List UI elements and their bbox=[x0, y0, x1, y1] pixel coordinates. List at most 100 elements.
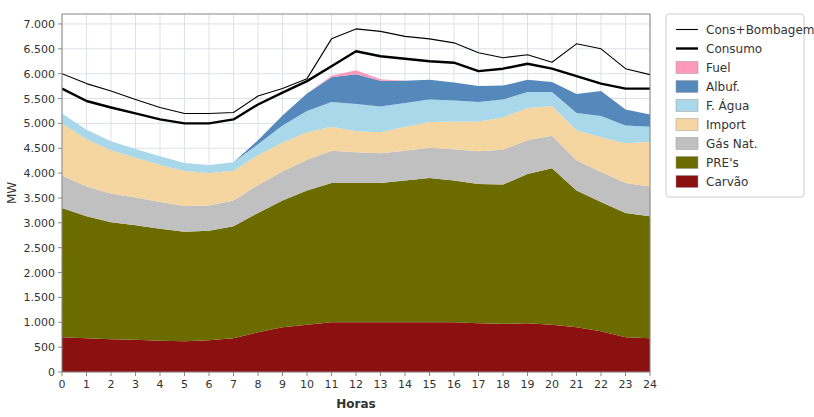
tick-y bbox=[58, 173, 62, 174]
tick-x bbox=[576, 372, 577, 376]
grid bbox=[62, 14, 650, 372]
tick-label-x: 5 bbox=[181, 378, 188, 391]
plot-data bbox=[62, 29, 650, 372]
tick-label-y: 4.000 bbox=[24, 167, 56, 180]
tick-label-y: 500 bbox=[34, 341, 55, 354]
tick-x bbox=[282, 372, 283, 376]
tick-label-y: 2.000 bbox=[24, 267, 56, 280]
tick-x bbox=[331, 372, 332, 376]
tick-y bbox=[58, 272, 62, 273]
legend-swatch bbox=[676, 62, 698, 74]
tick-x bbox=[625, 372, 626, 376]
tick-x bbox=[233, 372, 234, 376]
line bbox=[62, 51, 650, 123]
legend-swatch bbox=[676, 81, 698, 93]
tick-label-x: 1 bbox=[83, 378, 90, 391]
tick-x bbox=[258, 372, 259, 376]
legend-label: Carvão bbox=[706, 175, 748, 189]
tick-x bbox=[552, 372, 553, 376]
legend-swatch bbox=[676, 138, 698, 150]
legend-swatch bbox=[676, 157, 698, 169]
tick-y bbox=[58, 23, 62, 24]
tick-label-y: 7.000 bbox=[24, 18, 56, 31]
tick-label-x: 8 bbox=[255, 378, 262, 391]
tick-label-y: 3.500 bbox=[24, 192, 56, 205]
tick-label-y: 2.500 bbox=[24, 242, 56, 255]
tick-label-y: 1.000 bbox=[24, 316, 56, 329]
tick-label-y: 4.500 bbox=[24, 142, 56, 155]
tick-label-x: 0 bbox=[59, 378, 66, 391]
tick-label-x: 19 bbox=[521, 378, 535, 391]
tick-y bbox=[58, 297, 62, 298]
tick-x bbox=[405, 372, 406, 376]
tick-x bbox=[111, 372, 112, 376]
tick-label-x: 22 bbox=[594, 378, 608, 391]
legend-swatch bbox=[676, 176, 698, 188]
x-axis-label: Horas bbox=[336, 397, 375, 411]
tick-label-x: 7 bbox=[230, 378, 237, 391]
tick-x bbox=[62, 372, 63, 376]
legend-label: PRE's bbox=[706, 156, 739, 170]
legend-label: Gás Nat. bbox=[706, 137, 758, 151]
tick-x bbox=[209, 372, 210, 376]
tick-y bbox=[58, 98, 62, 99]
legend-label: Albuf. bbox=[706, 80, 740, 94]
tick-label-x: 9 bbox=[279, 378, 286, 391]
tick-label-x: 6 bbox=[206, 378, 213, 391]
tick-x bbox=[356, 372, 357, 376]
legend-swatch bbox=[676, 119, 698, 131]
tick-x bbox=[454, 372, 455, 376]
plot-frame bbox=[62, 14, 650, 372]
tick-x bbox=[380, 372, 381, 376]
legend-label: Cons+Bombagem bbox=[706, 23, 814, 37]
tick-label-x: 20 bbox=[545, 378, 559, 391]
chart: 05001.0001.5002.0002.5003.0003.5004.0004… bbox=[0, 0, 814, 417]
tick-label-y: 1.500 bbox=[24, 291, 56, 304]
legend-label: F. Água bbox=[706, 98, 749, 113]
tick-label-x: 3 bbox=[132, 378, 139, 391]
tick-x bbox=[160, 372, 161, 376]
tick-x bbox=[527, 372, 528, 376]
tick-label-y: 6.500 bbox=[24, 43, 56, 56]
tick-label-x: 11 bbox=[325, 378, 339, 391]
tick-y bbox=[58, 347, 62, 348]
tick-x bbox=[601, 372, 602, 376]
tick-y bbox=[58, 372, 62, 373]
tick-label-x: 14 bbox=[398, 378, 412, 391]
legend-swatch bbox=[676, 100, 698, 112]
tick-label-x: 18 bbox=[496, 378, 510, 391]
tick-label-x: 17 bbox=[472, 378, 486, 391]
tick-label-x: 13 bbox=[374, 378, 388, 391]
legend-label: Consumo bbox=[706, 42, 762, 56]
tick-x bbox=[503, 372, 504, 376]
tick-label-x: 23 bbox=[619, 378, 633, 391]
tick-label-y: 6.000 bbox=[24, 68, 56, 81]
y-axis-label: MW bbox=[5, 182, 19, 204]
tick-x bbox=[650, 372, 651, 376]
tick-x bbox=[478, 372, 479, 376]
tick-label-x: 15 bbox=[423, 378, 437, 391]
tick-y bbox=[58, 73, 62, 74]
tick-label-y: 5.500 bbox=[24, 93, 56, 106]
tick-y bbox=[58, 247, 62, 248]
tick-y bbox=[58, 197, 62, 198]
tick-label-x: 16 bbox=[447, 378, 461, 391]
tick-label-x: 12 bbox=[349, 378, 363, 391]
tick-x bbox=[135, 372, 136, 376]
tick-label-x: 2 bbox=[108, 378, 115, 391]
legend-box bbox=[666, 14, 804, 197]
tick-y bbox=[58, 48, 62, 49]
tick-y bbox=[58, 148, 62, 149]
legend-label: Import bbox=[706, 118, 746, 132]
legend-swatch bbox=[676, 29, 698, 30]
tick-label-x: 21 bbox=[570, 378, 584, 391]
axes: 05001.0001.5002.0002.5003.0003.5004.0004… bbox=[24, 18, 658, 391]
legend-label: Fuel bbox=[706, 61, 731, 75]
tick-y bbox=[58, 123, 62, 124]
tick-label-x: 4 bbox=[157, 378, 164, 391]
tick-label-y: 0 bbox=[48, 366, 55, 379]
tick-y bbox=[58, 322, 62, 323]
tick-x bbox=[307, 372, 308, 376]
tick-label-x: 10 bbox=[300, 378, 314, 391]
tick-x bbox=[86, 372, 87, 376]
